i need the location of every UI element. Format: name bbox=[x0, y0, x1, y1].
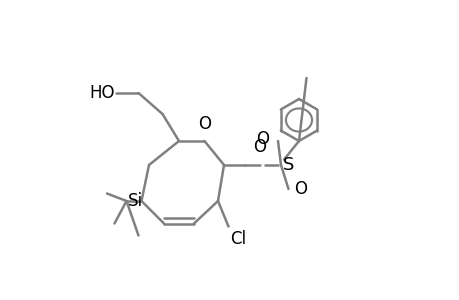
Text: O: O bbox=[253, 138, 266, 156]
Text: O: O bbox=[198, 115, 211, 133]
Text: Si: Si bbox=[128, 192, 143, 210]
Text: HO: HO bbox=[89, 84, 114, 102]
Text: O: O bbox=[256, 130, 269, 148]
Text: O: O bbox=[294, 180, 307, 198]
Text: Cl: Cl bbox=[230, 230, 246, 247]
Text: S: S bbox=[282, 156, 293, 174]
